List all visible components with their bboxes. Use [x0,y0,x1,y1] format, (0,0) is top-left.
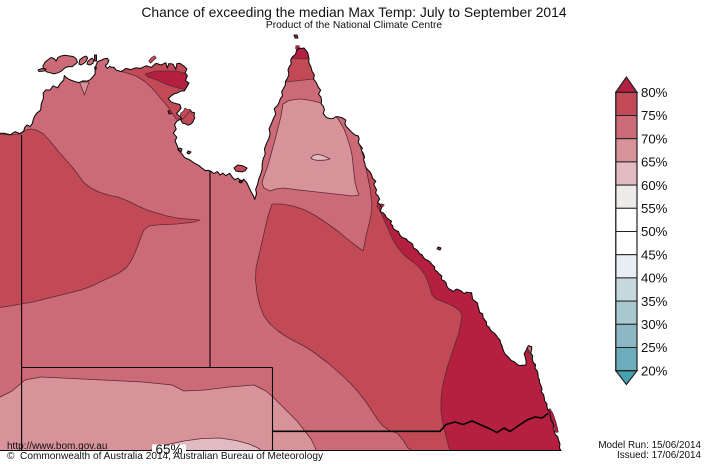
svg-text:40%: 40% [641,271,668,286]
svg-text:35%: 35% [641,294,668,309]
svg-text:70%: 70% [641,131,668,146]
svg-text:80%: 80% [641,85,668,100]
svg-text:20%: 20% [641,363,668,378]
svg-text:50%: 50% [641,224,668,239]
svg-text:45%: 45% [641,247,668,262]
svg-text:25%: 25% [641,340,668,355]
svg-text:30%: 30% [641,317,668,332]
svg-text:60%: 60% [641,178,668,193]
svg-text:65%: 65% [155,442,182,457]
svg-text:55%: 55% [641,201,668,216]
svg-text:75%: 75% [641,108,668,123]
svg-text:65%: 65% [641,155,668,170]
